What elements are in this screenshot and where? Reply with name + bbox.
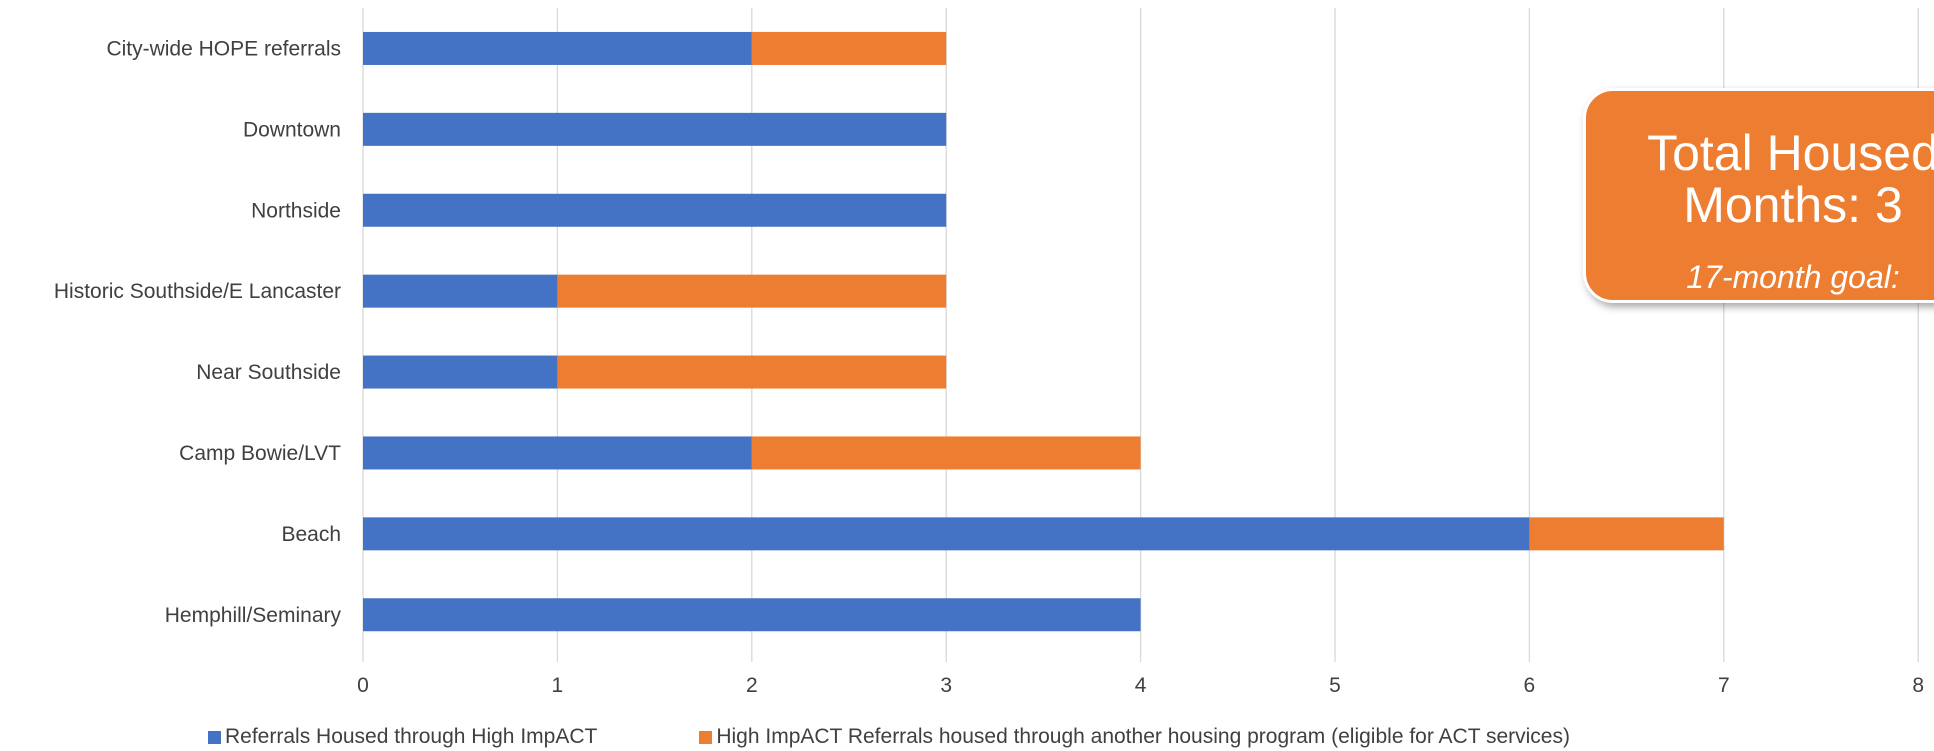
x-tick-label-6: 6	[1524, 674, 1536, 697]
bar-housed-high-impact-0	[363, 31, 752, 65]
bar-housed-high-impact-4	[363, 355, 558, 389]
x-tick-label-1: 1	[552, 674, 564, 697]
x-tick-label-0: 0	[357, 674, 369, 697]
chart-legend: Referrals Housed through High ImpACT Hig…	[208, 725, 1672, 749]
total-housed-callout: Total Housed Months: 3 17-month goal:	[1583, 88, 1934, 303]
bar-housed-other-program-3	[557, 274, 947, 308]
bar-housed-high-impact-3	[363, 274, 558, 308]
legend-item-series-1: Referrals Housed through High ImpACT	[208, 725, 597, 749]
x-tick-label-3: 3	[940, 674, 952, 697]
bar-housed-other-program-0	[751, 31, 947, 65]
bar-housed-other-program-4	[557, 355, 947, 389]
bar-housed-high-impact-2	[363, 193, 947, 227]
legend-swatch-series-1	[208, 730, 221, 744]
x-tick-label-8: 8	[1912, 674, 1924, 697]
category-label-4: Near Southside	[196, 361, 341, 384]
callout-title: Total Housed Months: 3	[1647, 125, 1934, 233]
legend-swatch-series-2	[699, 730, 713, 744]
x-tick-label-4: 4	[1135, 674, 1147, 697]
bar-housed-high-impact-5	[363, 436, 752, 470]
callout-subtitle: 17-month goal:	[1686, 259, 1900, 295]
category-label-2: Northside	[251, 199, 341, 222]
x-tick-label-2: 2	[746, 674, 758, 697]
legend-item-series-2: High ImpACT Referrals housed through ano…	[699, 725, 1570, 749]
category-label-6: Beach	[281, 523, 341, 546]
x-tick-label-7: 7	[1718, 674, 1730, 697]
legend-label-series-1: Referrals Housed through High ImpACT	[225, 725, 598, 748]
bar-housed-high-impact-1	[363, 112, 947, 146]
bar-housed-high-impact-7	[363, 598, 1141, 632]
category-label-5: Camp Bowie/LVT	[179, 442, 341, 465]
bar-housed-other-program-6	[1529, 517, 1724, 551]
category-label-3: Historic Southside/E Lancaster	[54, 280, 341, 303]
x-tick-label-5: 5	[1329, 674, 1341, 697]
category-label-7: Hemphill/Seminary	[165, 604, 342, 627]
category-label-0: City-wide HOPE referrals	[106, 37, 341, 60]
category-label-1: Downtown	[243, 118, 341, 141]
bar-housed-high-impact-6	[363, 517, 1530, 551]
legend-label-series-2: High ImpACT Referrals housed through ano…	[716, 725, 1570, 748]
bar-housed-other-program-5	[751, 436, 1141, 470]
